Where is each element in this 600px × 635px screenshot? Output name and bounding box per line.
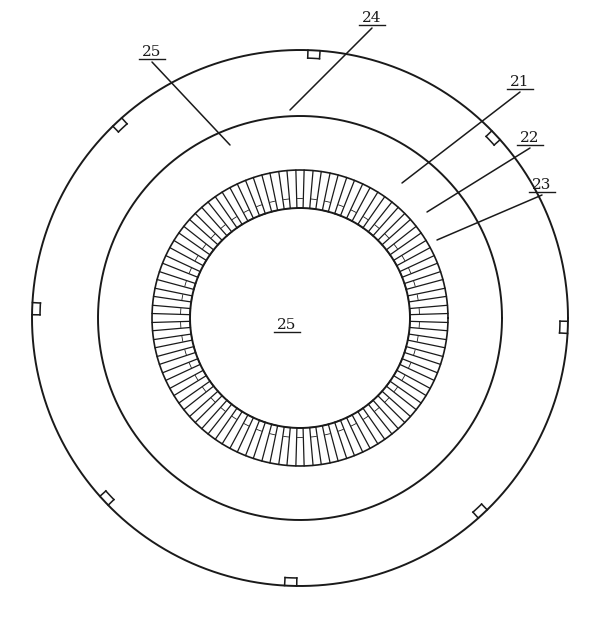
Text: 23: 23 xyxy=(532,178,551,192)
Text: 25: 25 xyxy=(142,45,161,59)
Text: 22: 22 xyxy=(520,131,540,145)
Text: 24: 24 xyxy=(362,11,382,25)
Text: 21: 21 xyxy=(510,75,530,89)
Text: 25: 25 xyxy=(277,318,296,332)
